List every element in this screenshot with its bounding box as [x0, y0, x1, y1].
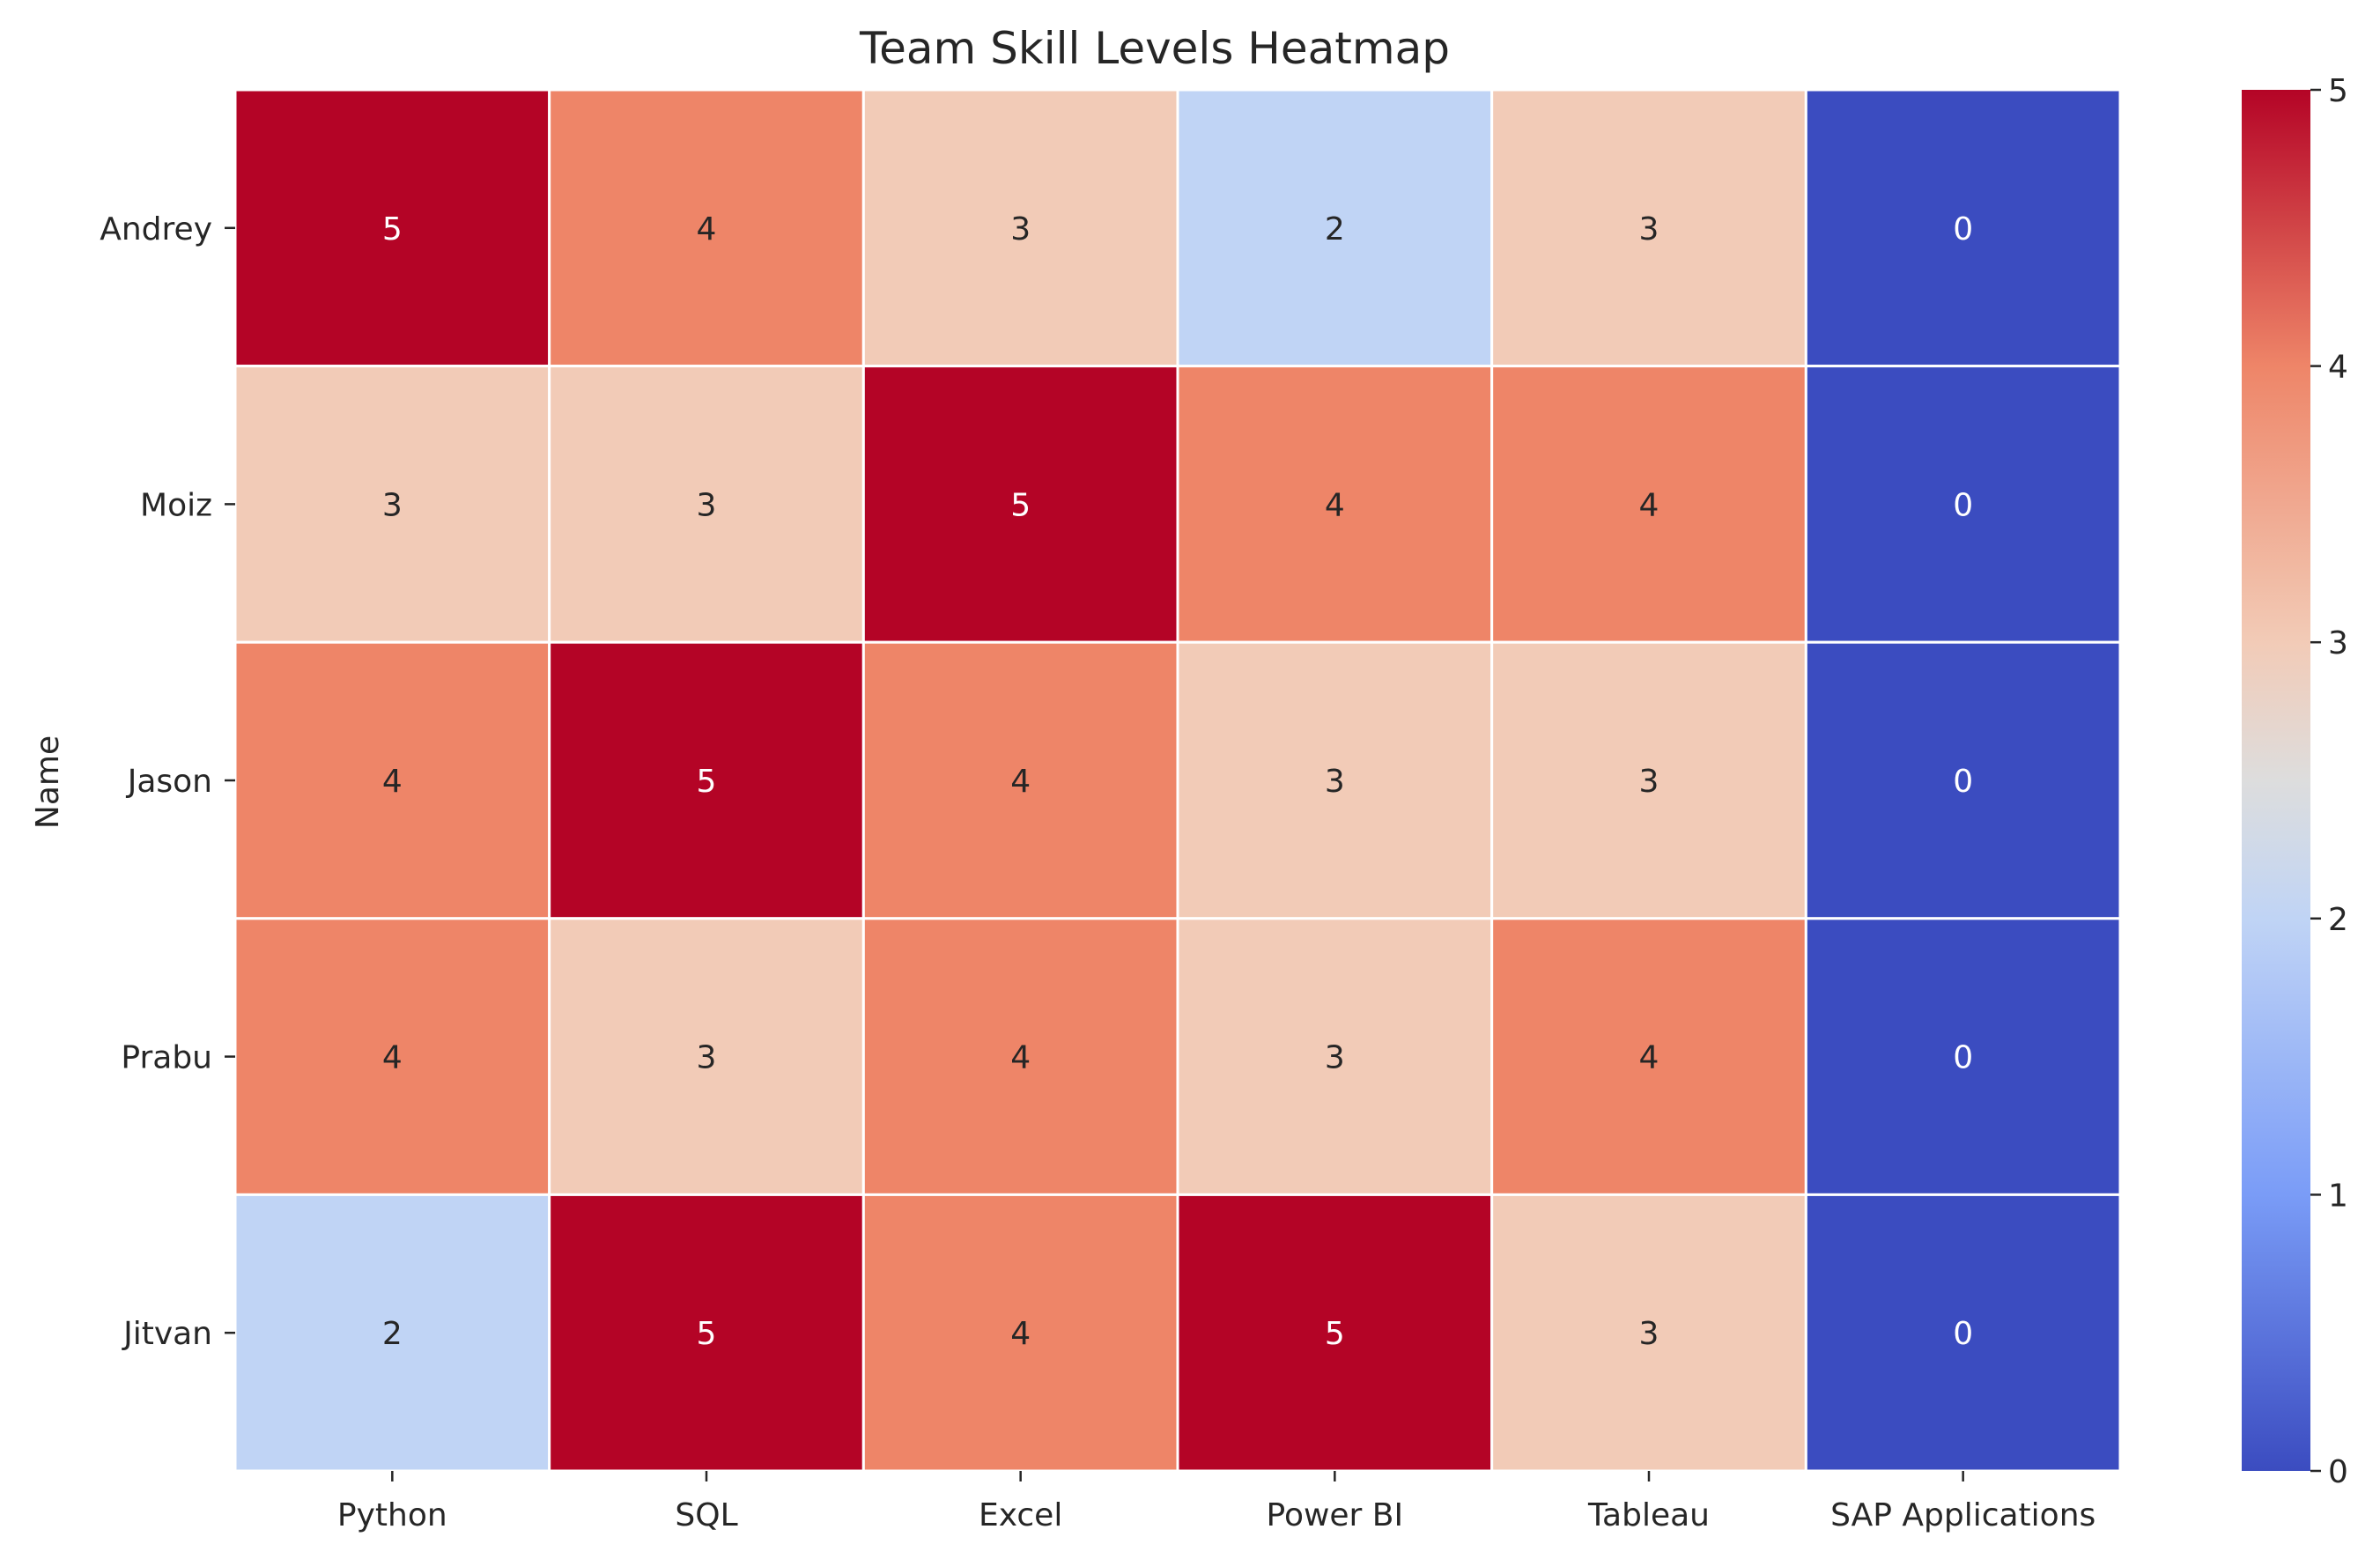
- heatmap-cell: [233, 1193, 551, 1473]
- cell-value-label: 4: [1010, 1040, 1031, 1076]
- x-tick-label: Python: [337, 1497, 447, 1533]
- cell-value-label: 4: [1010, 764, 1031, 800]
- x-tick-label: Power BI: [1267, 1497, 1404, 1533]
- heatmap-cell: [1490, 88, 1807, 368]
- cell-value-label: 3: [1639, 211, 1659, 248]
- heatmap-cell: [1176, 88, 1494, 368]
- colorbar-tick-label: 1: [2328, 1178, 2348, 1214]
- y-tick-label: Prabu: [121, 1040, 212, 1076]
- cell-value-label: 5: [697, 764, 717, 800]
- cell-value-label: 3: [1325, 764, 1345, 800]
- heatmap-cell: [1176, 365, 1494, 644]
- cell-value-label: 0: [1953, 1040, 1973, 1076]
- cell-value-label: 5: [1325, 1316, 1345, 1352]
- heatmap-cell: [861, 88, 1179, 368]
- heatmap-cell: [548, 917, 865, 1196]
- y-tick-label: Andrey: [100, 211, 212, 248]
- heatmap-cell: [548, 88, 865, 368]
- heatmap-cells: 5 4 3 2 3 0 3 3 5 4 4 0 4 5 4 3 3 0 4 3 4 3 4 0 2 5 4 5 3 0: [233, 88, 2122, 1473]
- cell-value-label: 5: [697, 1316, 717, 1352]
- cell-value-label: 5: [1010, 487, 1031, 523]
- heatmap-cell: [1804, 917, 2122, 1196]
- cell-value-label: 3: [1639, 764, 1659, 800]
- cell-value-label: 2: [1325, 211, 1345, 248]
- heatmap-cell: [861, 917, 1179, 1196]
- cell-value-label: 3: [697, 487, 717, 523]
- heatmap-cell: [1804, 365, 2122, 644]
- heatmap-cell: [1490, 1193, 1807, 1473]
- cell-value-label: 3: [1325, 1040, 1345, 1076]
- cell-value-label: 4: [1639, 1040, 1659, 1076]
- colorbar-gradient: [2242, 90, 2310, 1471]
- cell-value-label: 3: [382, 487, 403, 523]
- cell-value-label: 4: [1325, 487, 1345, 523]
- cell-value-label: 3: [697, 1040, 717, 1076]
- y-tick-label: Jitvan: [122, 1316, 212, 1352]
- heatmap-cell: [548, 640, 865, 920]
- chart-title: Team Skill Levels Heatmap: [859, 23, 1450, 74]
- heatmap-cell: [1176, 1193, 1494, 1473]
- heatmap-cell: [1176, 640, 1494, 920]
- cell-value-label: 0: [1953, 764, 1973, 800]
- cell-value-label: 4: [1010, 1316, 1031, 1352]
- heatmap-cell: [1804, 1193, 2122, 1473]
- colorbar: 0 1 2 3 4 5: [2242, 73, 2348, 1490]
- cell-value-label: 2: [382, 1316, 403, 1352]
- cell-value-label: 3: [1639, 1316, 1659, 1352]
- heatmap-cell: [1176, 917, 1494, 1196]
- heatmap-cell: [861, 640, 1179, 920]
- heatmap-cell: [548, 365, 865, 644]
- heatmap-cell: [233, 88, 551, 368]
- x-axis-ticks: Python SQL Excel Power BI Tableau SAP Applica…: [337, 1471, 2095, 1533]
- heatmap-cell: [233, 640, 551, 920]
- y-tick-label: Moiz: [140, 487, 212, 523]
- x-tick-label: Tableau: [1587, 1497, 1710, 1533]
- heatmap-cell: [1804, 88, 2122, 368]
- y-axis-label: Name: [30, 735, 66, 829]
- cell-value-label: 4: [382, 764, 403, 800]
- heatmap-cell: [1804, 640, 2122, 920]
- heatmap-cell: [861, 1193, 1179, 1473]
- colorbar-tick-label: 2: [2328, 902, 2348, 938]
- colorbar-tick-label: 4: [2328, 350, 2348, 386]
- heatmap-cell: [1490, 917, 1807, 1196]
- colorbar-tick-label: 5: [2328, 73, 2348, 109]
- colorbar-tick-label: 0: [2328, 1454, 2348, 1490]
- y-axis-ticks: Andrey Moiz Jason Prabu Jitvan: [100, 211, 235, 1352]
- y-tick-label: Jason: [126, 764, 212, 800]
- x-tick-label: SQL: [675, 1497, 737, 1533]
- cell-value-label: 4: [382, 1040, 403, 1076]
- heatmap-cell: [1490, 640, 1807, 920]
- cell-value-label: 4: [1639, 487, 1659, 523]
- cell-value-label: 0: [1953, 1316, 1973, 1352]
- colorbar-tick-label: 3: [2328, 625, 2348, 661]
- cell-value-label: 3: [1010, 211, 1031, 248]
- heatmap-cell: [233, 917, 551, 1196]
- cell-value-label: 0: [1953, 487, 1973, 523]
- cell-value-label: 0: [1953, 211, 1973, 248]
- cell-value-label: 4: [697, 211, 717, 248]
- x-tick-label: SAP Applications: [1830, 1497, 2095, 1533]
- cell-value-label: 5: [382, 211, 403, 248]
- x-tick-label: Excel: [979, 1497, 1062, 1533]
